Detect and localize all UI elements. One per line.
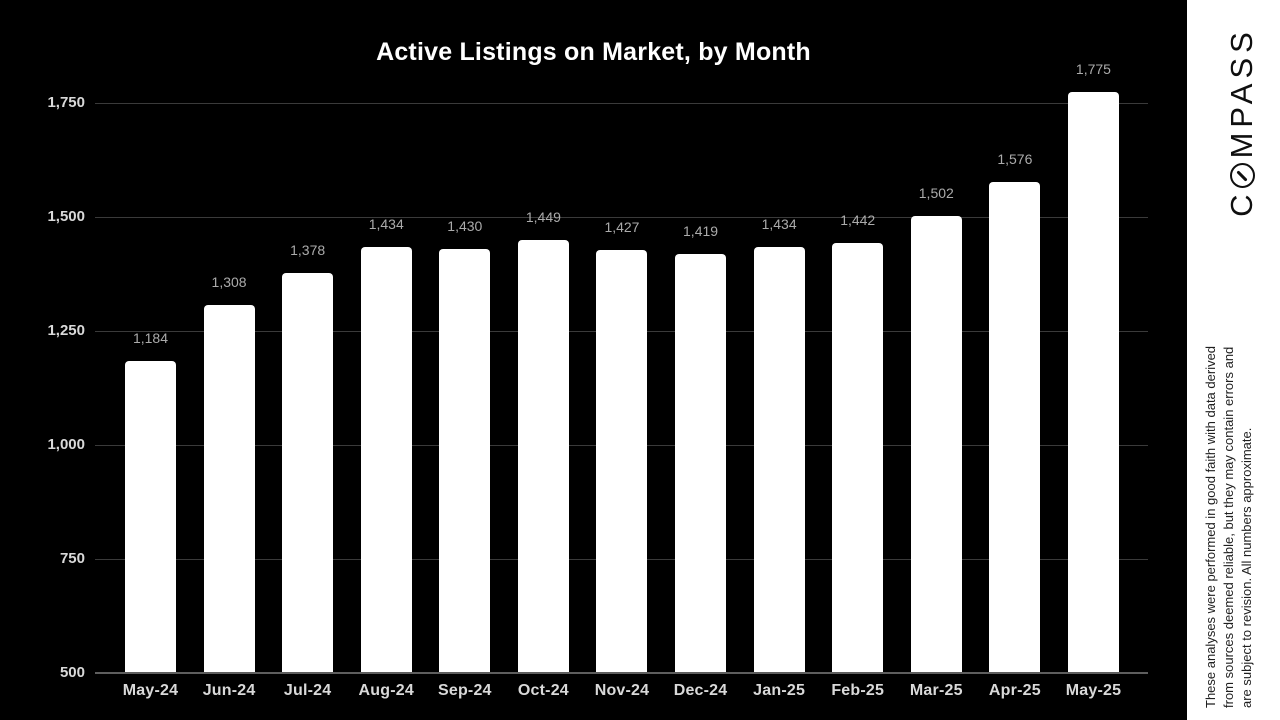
bar xyxy=(910,216,962,673)
x-axis-tick-label: Feb-25 xyxy=(831,682,885,699)
x-axis-tick-label: Oct-24 xyxy=(517,682,569,699)
disclaimer-line: are subject to revision. All numbers app… xyxy=(1239,427,1254,708)
bar xyxy=(753,247,805,673)
bar-value-label: 1,576 xyxy=(997,151,1033,168)
bar xyxy=(675,253,727,673)
x-axis-tick-label: Dec-24 xyxy=(673,682,728,699)
logo-letters-mpass: MPASS xyxy=(1224,27,1259,159)
bar-value-label: 1,502 xyxy=(918,185,954,202)
bar-value-label: 1,442 xyxy=(840,212,876,229)
y-axis-tick-label: 1,000 xyxy=(47,436,85,453)
bar xyxy=(203,304,255,673)
disclaimer-text: These analyses were performed in good fa… xyxy=(1202,308,1256,708)
y-axis-tick-label: 500 xyxy=(59,664,85,681)
bar-value-label: 1,434 xyxy=(761,216,797,233)
bar xyxy=(989,182,1041,673)
y-axis-tick-label: 1,750 xyxy=(47,94,85,111)
bar xyxy=(832,243,884,673)
bar xyxy=(360,247,412,673)
brand-sidebar: C MPASS These analyses were performed in… xyxy=(1187,0,1280,720)
bar xyxy=(282,272,334,673)
y-axis-tick-label: 1,500 xyxy=(47,208,85,225)
x-axis-tick-label: Jul-24 xyxy=(283,682,332,699)
y-gridline xyxy=(95,102,1148,104)
x-axis-tick-label: May-25 xyxy=(1065,682,1122,699)
x-axis-tick-label: Jan-25 xyxy=(753,682,806,699)
bar-chart: Active Listings on Market, by Month 500 7… xyxy=(47,38,1148,699)
y-gridline xyxy=(95,216,1148,218)
bar-value-label: 1,184 xyxy=(132,330,169,347)
y-axis-tick-label: 1,250 xyxy=(47,322,85,339)
logo-letter-c: C xyxy=(1224,189,1259,217)
bar-value-label: 1,308 xyxy=(211,273,247,290)
x-axis-tick-label: Nov-24 xyxy=(594,682,650,699)
x-axis-tick-label: May-24 xyxy=(122,682,179,699)
bar-value-label: 1,430 xyxy=(447,217,483,234)
bar-value-label: 1,449 xyxy=(525,209,561,226)
bar-value-label: 1,419 xyxy=(683,222,719,239)
compass-o-icon xyxy=(1229,163,1255,189)
x-axis-tick-label: Jun-24 xyxy=(202,682,256,699)
disclaimer-line: from sources deemed reliable, but they m… xyxy=(1221,346,1236,708)
x-axis-tick-label: Apr-25 xyxy=(988,682,1041,699)
bar xyxy=(439,248,491,673)
bar-value-label: 1,775 xyxy=(1075,60,1111,77)
bar xyxy=(517,240,569,673)
bar-value-label: 1,378 xyxy=(290,241,326,258)
bar xyxy=(125,361,176,673)
disclaimer-line: These analyses were performed in good fa… xyxy=(1203,345,1218,708)
chart-title: Active Listings on Market, by Month xyxy=(376,38,811,66)
bar-value-label: 1,427 xyxy=(604,219,640,236)
compass-needle-icon xyxy=(1236,170,1248,182)
x-axis-line xyxy=(95,672,1148,674)
bar-value-label: 1,434 xyxy=(368,216,404,233)
bar xyxy=(1067,91,1119,673)
x-axis-tick-label: Mar-25 xyxy=(909,682,963,699)
compass-logo: C MPASS xyxy=(1220,2,1264,242)
x-axis-tick-label: Aug-24 xyxy=(358,682,414,699)
x-axis-tick-label: Sep-24 xyxy=(437,682,492,699)
y-axis-tick-label: 750 xyxy=(59,550,85,567)
bar xyxy=(596,250,648,673)
